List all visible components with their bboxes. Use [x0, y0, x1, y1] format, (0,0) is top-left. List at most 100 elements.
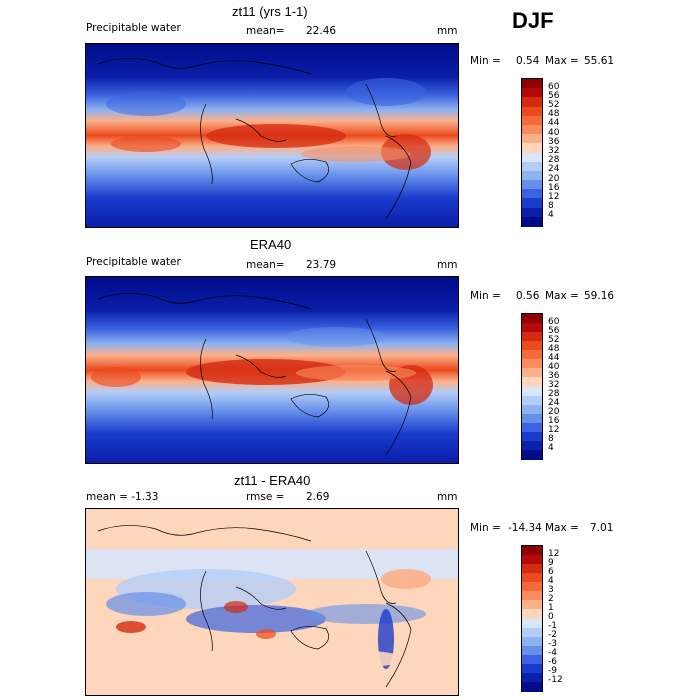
colorbar-tick-label: 28	[548, 389, 560, 400]
field-label: Precipitable water	[86, 256, 181, 268]
colorbar-tick-label: -12	[548, 675, 563, 686]
colorbar-swatch	[522, 332, 542, 342]
colorbar-swatch	[522, 609, 542, 619]
precipitable-water-map	[85, 43, 459, 228]
colorbar-swatch	[522, 555, 542, 565]
colorbar-swatch	[522, 663, 542, 674]
range-max-value: 55.61	[584, 55, 615, 67]
colorbar-swatch	[522, 341, 542, 351]
colorbar-swatch	[522, 350, 542, 360]
colorbar-tick-label: 4	[548, 210, 554, 221]
colorbar-tick-label: 56	[548, 325, 560, 336]
colorbar-tick-label: 12	[548, 191, 560, 202]
season-label: DJF	[512, 8, 554, 33]
colorbar-tick-label: -1	[548, 621, 557, 632]
range-min-label: Min =	[470, 290, 501, 302]
colorbar-swatch	[522, 627, 542, 638]
colorbar-swatch	[522, 636, 542, 647]
colorbar-tick-label: 52	[548, 100, 560, 111]
colorbar-tick-label: 60	[548, 81, 560, 92]
colorbar-tick-label: 6	[548, 566, 554, 577]
colorbar-swatch	[522, 170, 542, 181]
colorbar-swatch	[522, 440, 542, 451]
colorbar-tick-label: 44	[548, 352, 560, 363]
mean-value: 23.79	[306, 259, 337, 271]
map-canvas	[86, 277, 458, 463]
colorbar-tick-label: 28	[548, 155, 560, 166]
colorbar-swatch	[522, 198, 542, 209]
colorbar-swatch	[522, 216, 542, 227]
colorbar-swatch	[522, 134, 542, 144]
range-max-value: 59.16	[584, 290, 615, 302]
colorbar-swatch	[522, 546, 542, 556]
colorbar-tick-label: -3	[548, 639, 557, 650]
colorbar-tick-label: 44	[548, 118, 560, 129]
colorbar-tick-label: 40	[548, 127, 560, 138]
map-canvas	[86, 509, 458, 695]
colorbar-swatch	[522, 152, 542, 163]
colorbar-labels: 12 9 6 4 3 2 1 0 -1 -2 -3 -4 -6 -9 -12	[548, 545, 578, 690]
panel-title: zt11 - ERA40	[234, 473, 311, 488]
range-max-value: 7.01	[590, 522, 614, 534]
difference-map	[85, 508, 459, 696]
colorbar-tick-label: 36	[548, 370, 560, 381]
colorbar-tick-label: 16	[548, 416, 560, 427]
mean-label: mean=	[246, 25, 285, 37]
colorbar-tick-label: 8	[548, 201, 554, 212]
colorbar-labels: 60 56 52 48 44 40 36 32 28 24 20 16 12 8 4	[548, 313, 578, 458]
map-canvas	[86, 44, 458, 227]
colorbar-tick-label: 0	[548, 612, 554, 622]
range-max-label: Max =	[545, 55, 579, 67]
colorbar-tick-label: 60	[548, 316, 560, 327]
colorbar	[521, 78, 543, 227]
colorbar-tick-label: 4	[548, 575, 554, 586]
colorbar-swatch	[522, 88, 542, 98]
colorbar-swatch	[522, 404, 542, 415]
colorbar-tick-label: 24	[548, 164, 560, 175]
range-min-value: 0.54	[516, 55, 540, 67]
rmse-label: rmse =	[246, 491, 285, 503]
colorbar-tick-label: 36	[548, 136, 560, 147]
colorbar-swatch	[522, 124, 542, 135]
colorbar-swatch	[522, 618, 542, 629]
colorbar-tick-label: 9	[548, 557, 554, 568]
colorbar-tick-label: 48	[548, 109, 560, 120]
colorbar-swatch	[522, 189, 542, 199]
range-min-value: -14.34	[508, 522, 542, 534]
colorbar-swatch	[522, 564, 542, 574]
colorbar-swatch	[522, 359, 542, 369]
field-label: Precipitable water	[86, 22, 181, 34]
colorbar-swatch	[522, 449, 542, 460]
colorbar-swatch	[522, 180, 542, 190]
colorbar-swatch	[522, 386, 542, 397]
colorbar-swatch	[522, 681, 542, 692]
colorbar-swatch	[522, 323, 542, 333]
colorbar-swatch	[522, 600, 542, 610]
panel-title: ERA40	[250, 237, 292, 252]
colorbar-swatch	[522, 672, 542, 683]
colorbar-tick-label: 12	[548, 425, 560, 436]
colorbar-swatch	[522, 645, 542, 656]
colorbar-tick-label: 16	[548, 182, 560, 193]
rmse-value: 2.69	[306, 491, 330, 503]
colorbar-swatch	[522, 161, 542, 172]
colorbar-tick-label: -6	[548, 657, 557, 668]
colorbar-swatch	[522, 115, 542, 126]
colorbar-tick-label: -2	[548, 630, 557, 641]
range-min-label: Min =	[470, 55, 501, 67]
units-label: mm	[437, 491, 458, 503]
colorbar-tick-label: 24	[548, 398, 560, 409]
colorbar-swatch	[522, 377, 542, 387]
diff-mean-label: mean = -1.33	[86, 491, 159, 503]
colorbar-tick-label: 56	[548, 90, 560, 101]
colorbar-tick-label: 1	[548, 602, 554, 613]
colorbar-swatch	[522, 422, 542, 433]
colorbar-tick-label: 40	[548, 361, 560, 372]
colorbar-tick-label: 8	[548, 434, 554, 445]
colorbar-tick-label: -9	[548, 666, 557, 677]
colorbar-swatch	[522, 79, 542, 89]
range-max-label: Max =	[545, 522, 579, 534]
colorbar-tick-label: 2	[548, 593, 554, 604]
precipitable-water-map	[85, 276, 459, 464]
colorbar-swatch	[522, 395, 542, 406]
